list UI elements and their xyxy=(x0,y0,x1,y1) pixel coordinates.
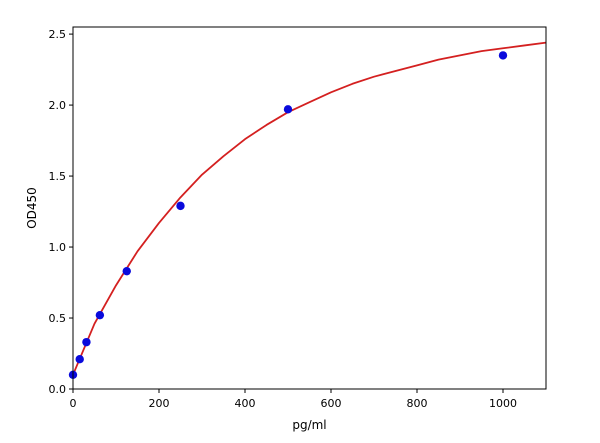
plot-content xyxy=(68,41,547,380)
data-point xyxy=(176,201,185,211)
data-point xyxy=(82,337,91,347)
data-point xyxy=(498,51,508,60)
x-axis-ticks: 0 200 400 600 800 1000 xyxy=(70,389,517,410)
y-axis-ticks: 0.0 0.5 1.0 1.5 2.0 2.5 xyxy=(49,28,73,396)
y-tick-label: 0.0 xyxy=(49,383,67,396)
plot-frame xyxy=(72,26,547,390)
data-point xyxy=(122,266,131,276)
x-tick-label: 0 xyxy=(70,397,77,410)
data-point xyxy=(95,310,105,320)
data-point xyxy=(283,105,293,114)
y-tick-label: 2.0 xyxy=(49,99,67,112)
x-tick-label: 600 xyxy=(321,397,342,410)
y-tick-label: 2.5 xyxy=(49,28,67,41)
x-tick-label: 200 xyxy=(149,397,170,410)
x-axis-label: pg/ml xyxy=(292,418,326,432)
x-tick-label: 1000 xyxy=(489,397,517,410)
y-axis-label: OD450 xyxy=(25,187,39,229)
y-tick-label: 1.0 xyxy=(49,241,67,254)
y-tick-label: 1.5 xyxy=(49,170,67,183)
x-tick-label: 800 xyxy=(407,397,428,410)
data-point xyxy=(75,354,84,364)
y-tick-label: 0.5 xyxy=(49,312,67,325)
plot-area xyxy=(73,27,546,389)
x-tick-label: 400 xyxy=(235,397,256,410)
fitted-curve xyxy=(72,41,547,376)
